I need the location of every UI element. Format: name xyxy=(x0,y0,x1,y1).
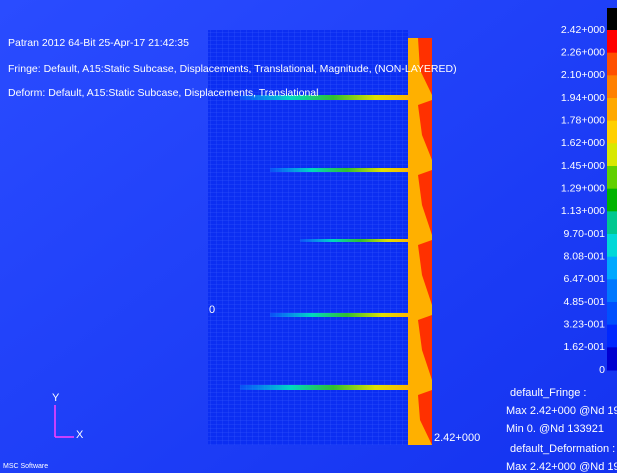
legend-swatch xyxy=(607,234,617,257)
legend-label: 1.45+000 xyxy=(561,160,605,172)
legend-swatch xyxy=(607,166,617,189)
legend-cap xyxy=(607,8,617,30)
info-line: default_Deformation : xyxy=(510,443,615,455)
model-edge xyxy=(408,38,432,445)
legend-label: 8.08-001 xyxy=(564,250,606,262)
legend-swatch xyxy=(607,30,617,53)
legend-swatch xyxy=(607,53,617,76)
axis-x-label: X xyxy=(76,429,84,441)
legend-swatch xyxy=(607,211,617,234)
legend-label: 9.70-001 xyxy=(564,228,606,240)
info-line: Max 2.42+000 @Nd 19223 xyxy=(506,461,617,473)
legend-swatch xyxy=(607,121,617,144)
legend-label: 1.13+000 xyxy=(561,205,605,217)
viewport: Patran 2012 64-Bit 25-Apr-17 21:42:35 Fr… xyxy=(0,0,617,473)
legend-label: 1.29+000 xyxy=(561,182,605,194)
legend-swatch xyxy=(607,302,617,325)
max-label: 2.42+000 xyxy=(434,432,480,444)
legend-label: 2.26+000 xyxy=(561,46,605,58)
legend-label: 1.62-001 xyxy=(564,341,606,353)
legend-swatch xyxy=(607,98,617,121)
legend-label: 2.10+000 xyxy=(561,69,605,81)
legend-swatch xyxy=(607,143,617,166)
stripe xyxy=(270,313,410,317)
legend-swatch xyxy=(607,75,617,98)
legend-swatch xyxy=(607,279,617,302)
header-line: Patran 2012 64-Bit 25-Apr-17 21:42:35 xyxy=(8,37,189,49)
legend-label: 0 xyxy=(599,364,605,376)
legend-swatch xyxy=(607,325,617,348)
stripe xyxy=(240,385,410,390)
legend-swatch xyxy=(607,347,617,370)
legend-label: 1.78+000 xyxy=(561,114,605,126)
header-line: Deform: Default, A15:Static Subcase, Dis… xyxy=(8,87,318,99)
min-label: 0 xyxy=(209,304,215,316)
legend-label: 6.47-001 xyxy=(564,273,606,285)
page: {"header": {"lines": ["Patran 2012 64-Bi… xyxy=(0,0,617,473)
stripe xyxy=(300,239,410,242)
info-line: Min 0. @Nd 133921 xyxy=(506,423,604,435)
legend-swatch xyxy=(607,189,617,212)
legend-swatch xyxy=(607,257,617,280)
legend-label: 2.42+000 xyxy=(561,24,605,36)
legend-label: 4.85-001 xyxy=(564,296,606,308)
legend-label: 1.62+000 xyxy=(561,137,605,149)
legend-label: 3.23-001 xyxy=(564,318,606,330)
stripe xyxy=(270,168,410,172)
legend-label: 1.94+000 xyxy=(561,92,605,104)
info-line: default_Fringe : xyxy=(510,387,586,399)
header-line: Fringe: Default, A15:Static Subcase, Dis… xyxy=(8,63,457,75)
info-line: Max 2.42+000 @Nd 19223 xyxy=(506,405,617,417)
axis-y-label: Y xyxy=(52,392,60,404)
logo: MSC Software xyxy=(3,463,48,470)
